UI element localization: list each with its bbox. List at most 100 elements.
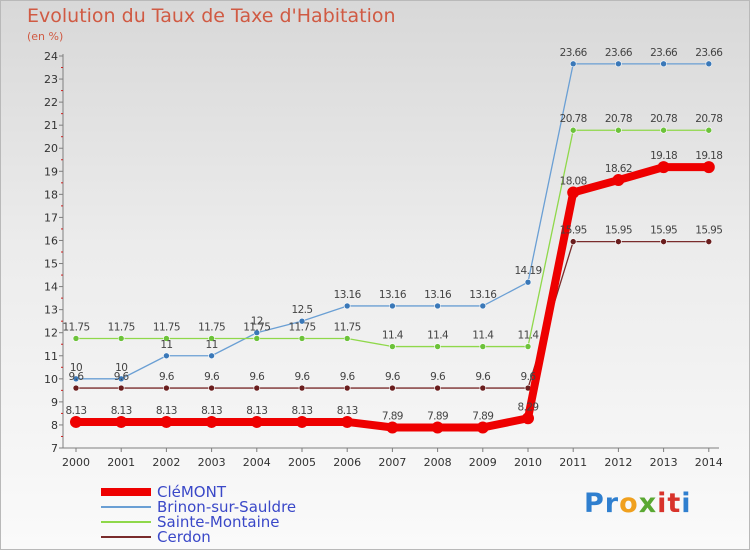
logo-letter: r xyxy=(604,488,620,519)
data-point-cl-mont xyxy=(386,421,399,434)
data-point-brinon-sur-sauldre xyxy=(72,375,80,383)
data-point-sainte-montaine xyxy=(660,126,667,134)
data-label-brinon-sur-sauldre: 10 xyxy=(70,362,82,374)
data-label-sainte-montaine: 11.75 xyxy=(243,321,270,333)
y-tick-label: 12 xyxy=(44,327,58,340)
data-point-brinon-sur-sauldre xyxy=(479,302,487,310)
data-label-sainte-montaine: 11.75 xyxy=(62,321,89,333)
x-tick-label: 2012 xyxy=(604,456,632,469)
data-label-cerdon: 9.6 xyxy=(385,371,401,383)
data-label-cerdon: 9.6 xyxy=(475,371,491,383)
data-label-cl-mont: 8.13 xyxy=(337,405,358,417)
x-tick-label: 2002 xyxy=(152,456,180,469)
data-label-brinon-sur-sauldre: 23.66 xyxy=(605,47,633,59)
data-point-cerdon xyxy=(343,384,351,392)
y-tick-label: 14 xyxy=(44,281,58,294)
data-point-sainte-montaine xyxy=(253,335,261,342)
data-point-cl-mont xyxy=(115,415,128,428)
data-point-cl-mont xyxy=(250,415,263,428)
data-label-sainte-montaine: 20.78 xyxy=(695,113,722,125)
chart-title: Evolution du Taux de Taxe d'Habitation xyxy=(27,5,396,27)
data-label-sainte-montaine: 11.4 xyxy=(518,330,540,342)
data-label-cerdon: 9.6 xyxy=(69,371,85,383)
data-point-cerdon xyxy=(569,238,577,245)
chart-series xyxy=(70,60,715,434)
data-point-cerdon xyxy=(72,384,80,392)
data-point-cl-mont xyxy=(296,415,308,428)
data-point-sainte-montaine xyxy=(479,343,487,350)
data-label-cl-mont: 7.89 xyxy=(427,410,448,422)
data-point-cl-mont xyxy=(522,412,534,425)
legend-swatch-clemont xyxy=(101,488,151,496)
y-tick-label: 10 xyxy=(44,373,58,386)
data-label-sainte-montaine: 20.78 xyxy=(560,113,587,125)
legend-swatch-sainte-montaine xyxy=(101,521,151,523)
x-tick-label: 2013 xyxy=(650,456,678,469)
data-label-cerdon: 15.95 xyxy=(650,225,677,237)
x-tick-label: 2014 xyxy=(695,456,723,469)
data-label-sainte-montaine: 11.75 xyxy=(288,321,315,333)
data-label-cerdon: 9.6 xyxy=(204,371,220,383)
data-point-cerdon xyxy=(117,384,125,392)
data-point-sainte-montaine xyxy=(389,343,396,350)
logo-letter: t xyxy=(667,488,682,519)
data-point-sainte-montaine xyxy=(615,126,622,134)
data-point-brinon-sur-sauldre xyxy=(208,352,215,360)
data-point-brinon-sur-sauldre xyxy=(343,302,351,310)
data-label-sainte-montaine: 11.75 xyxy=(108,321,135,333)
data-point-sainte-montaine xyxy=(117,335,125,342)
x-tick-label: 2006 xyxy=(333,456,361,469)
x-tick-label: 2003 xyxy=(198,456,226,469)
data-point-cerdon xyxy=(389,384,396,392)
logo-letter: x xyxy=(638,488,658,519)
x-tick-label: 2000 xyxy=(62,456,90,469)
data-point-cerdon xyxy=(253,384,261,392)
legend-label-sainte-montaine: Sainte-Montaine xyxy=(157,513,280,531)
x-tick-label: 2011 xyxy=(559,456,587,469)
series-brinon-sur-sauldre xyxy=(72,60,713,383)
data-point-brinon-sur-sauldre xyxy=(389,302,396,310)
y-tick-label: 7 xyxy=(51,442,58,455)
proxiti-logo: Proxiti xyxy=(584,488,692,519)
data-label-sainte-montaine: 11.4 xyxy=(382,330,404,342)
data-label-brinon-sur-sauldre: 13.16 xyxy=(379,289,407,301)
data-label-cerdon: 9.6 xyxy=(521,371,537,383)
data-point-cl-mont xyxy=(567,186,580,199)
data-label-cl-mont: 7.89 xyxy=(472,410,493,422)
data-label-cl-mont: 8.13 xyxy=(111,405,132,417)
data-label-brinon-sur-sauldre: 12 xyxy=(251,316,263,328)
data-label-cl-mont: 8.13 xyxy=(292,405,313,417)
x-tick-label: 2009 xyxy=(469,456,497,469)
data-point-brinon-sur-sauldre xyxy=(569,60,577,68)
y-tick-label: 11 xyxy=(44,350,58,363)
data-point-cerdon xyxy=(434,384,441,392)
logo-letter: i xyxy=(681,488,692,519)
data-label-cerdon: 15.95 xyxy=(560,225,587,237)
data-point-brinon-sur-sauldre xyxy=(615,60,622,68)
data-point-cl-mont xyxy=(431,421,444,434)
data-label-cl-mont: 7.89 xyxy=(382,410,403,422)
data-point-cerdon xyxy=(163,384,170,392)
data-label-brinon-sur-sauldre: 13.16 xyxy=(424,289,452,301)
data-label-cerdon: 15.95 xyxy=(695,225,722,237)
data-point-sainte-montaine xyxy=(163,335,170,342)
legend-swatch-brinon xyxy=(101,506,151,508)
data-point-cl-mont xyxy=(70,415,82,428)
data-label-sainte-montaine: 11.75 xyxy=(334,321,361,333)
data-label-cl-mont: 18.08 xyxy=(560,176,587,188)
data-label-sainte-montaine: 11.4 xyxy=(472,330,494,342)
y-tick-label: 24 xyxy=(44,50,58,63)
y-tick-label: 13 xyxy=(44,304,58,317)
data-label-sainte-montaine: 11.4 xyxy=(427,330,449,342)
data-point-brinon-sur-sauldre xyxy=(117,375,125,383)
data-point-sainte-montaine xyxy=(705,126,713,134)
data-label-cl-mont: 8.13 xyxy=(156,405,177,417)
data-label-cerdon: 15.95 xyxy=(605,225,632,237)
y-tick-label: 9 xyxy=(51,396,58,409)
data-label-cl-mont: 8.29 xyxy=(518,401,539,413)
y-tick-label: 23 xyxy=(44,73,58,86)
data-point-cl-mont xyxy=(612,174,625,187)
data-point-brinon-sur-sauldre xyxy=(660,60,667,68)
